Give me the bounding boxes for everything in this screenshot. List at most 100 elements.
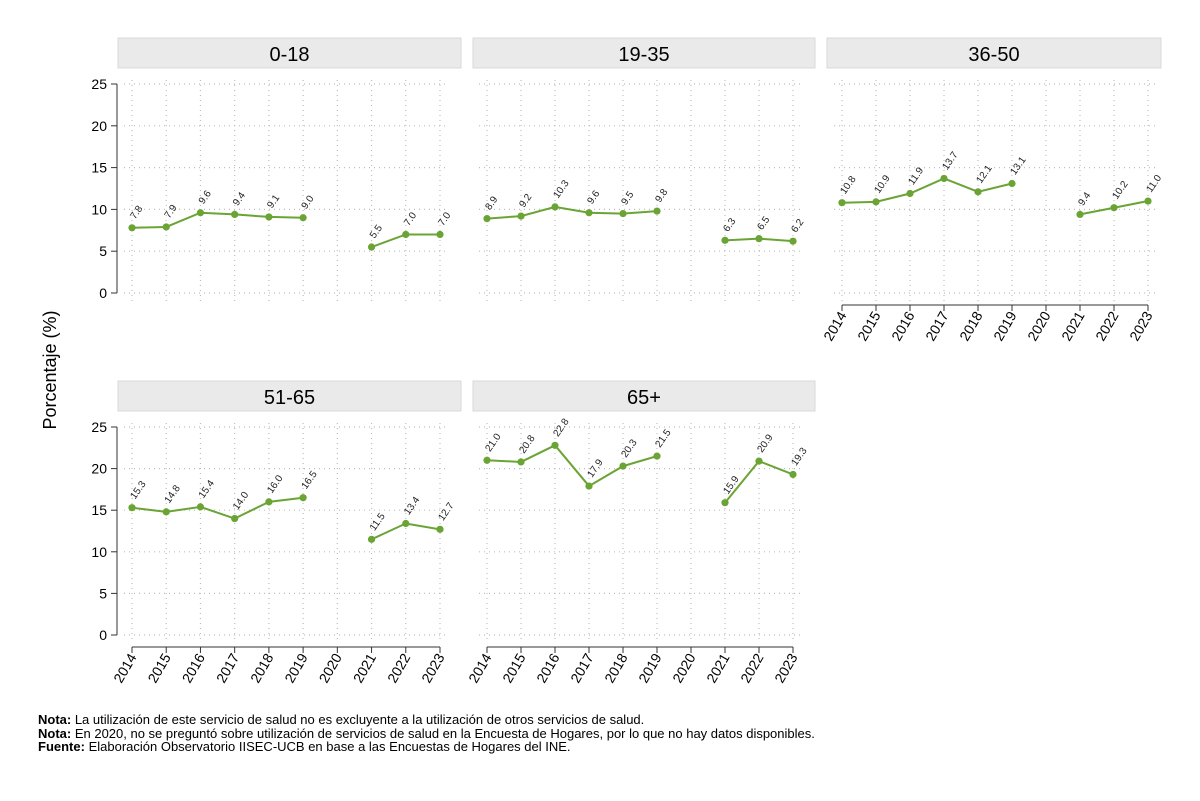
data-point [265,498,273,506]
data-label: 11.0 [1144,173,1164,195]
data-label: 5.5 [368,223,385,241]
series-line [486,444,658,488]
data-point [436,525,444,533]
data-point [1144,197,1152,205]
panel-header [117,37,462,69]
panel-65+: 65+2014 2015 2016 2017 2018 2019 2020 2021 2022 2… [465,380,816,685]
panel-0-18: 0-18 0 5 10 15 20 25 7.8 7.9 9.6 9.4 9.1 9.0 5.5 7.0 7.… [91,37,462,301]
x-tick-label: 2022 [1092,308,1122,343]
x-tick-label: 2014 [820,308,850,343]
series-line [131,496,304,520]
series-line [841,177,1013,204]
data-point [940,174,948,183]
data-label: 20.3 [619,437,639,460]
footnote-label: Nota: [38,712,72,727]
data-label: 20.9 [755,432,775,455]
x-tick-label: 2014 [110,650,140,685]
y-tick-label: 0 [99,627,107,643]
data-label: 20.8 [517,433,537,456]
series-line [486,205,658,220]
y-tick-label: 10 [91,201,107,217]
x-tick-label: 2017 [213,650,243,685]
data-point [367,535,376,543]
data-point [838,199,846,207]
y-tick-label: 25 [91,419,107,435]
data-label: 13.7 [940,150,960,173]
data-label: 7.8 [128,203,145,221]
data-point [299,494,307,502]
data-label: 17.9 [585,457,605,480]
x-tick-label: 2016 [533,650,563,685]
x-tick-label: 2022 [384,650,414,685]
data-point [128,224,136,232]
data-point [1008,179,1016,188]
data-point [551,441,559,449]
data-label: 9.0 [300,193,317,211]
data-point [585,209,593,217]
data-point [517,458,525,466]
data-label: 7.0 [402,210,419,228]
x-tick-label: 2020 [315,650,345,685]
panel-title: 51-65 [264,387,315,409]
footnotes: Nota: La utilización de este servicio de… [38,713,815,754]
footnote-text: La utilización de este servicio de salud… [71,712,645,727]
data-point [483,456,491,464]
data-point [619,462,627,470]
data-point [551,203,559,211]
data-point [755,235,763,243]
data-label: 9.4 [1076,190,1093,208]
grid [479,423,801,643]
panel-title: 19-35 [618,44,669,66]
data-point [789,470,797,479]
data-point [755,457,763,465]
data-label: 10.3 [551,178,571,201]
x-tick-label: 2018 [601,650,631,685]
data-label: 9.5 [619,189,636,207]
panel-header [472,37,816,69]
data-point [974,188,982,196]
data-label: 21.0 [483,431,503,454]
grid [124,423,448,643]
data-point [721,499,729,507]
series-line [131,211,304,229]
x-tick-label: 2016 [888,308,918,343]
data-label: 6.5 [755,214,772,232]
panel-title: 0-18 [269,44,309,66]
data-point [367,243,376,251]
x-tick-label: 2022 [737,650,767,685]
data-label: 14.8 [163,483,183,506]
data-point [483,214,491,223]
data-label: 10.8 [838,174,858,197]
x-tick-label: 2023 [771,650,801,685]
data-point [231,210,239,219]
footnote-label: Nota: [38,725,72,741]
footnote-label: Fuente: [38,739,85,754]
data-point [585,482,593,490]
y-tick-label: 15 [91,502,107,518]
y-tick-label: 0 [99,285,107,301]
x-tick-label: 2021 [703,650,733,685]
data-point [402,519,410,528]
y-tick-label: 20 [91,118,107,134]
y-tick-label: 5 [99,585,107,601]
x-tick-label: 2015 [499,650,529,685]
x-tick-label: 2020 [669,650,699,685]
y-tick-label: 10 [91,544,107,560]
panel-19-35: 19-35 8.9 9.2 10.3 9.6 9.5 9.8 6.3 6.5 6.2 [472,37,816,301]
panel-header [472,380,816,412]
data-point [789,237,797,245]
data-label: 11.5 [368,511,388,533]
x-tick-label: 2015 [854,308,884,343]
data-label: 11.9 [906,165,926,187]
data-point [872,198,880,206]
data-point [1076,210,1084,219]
x-tick-label: 2019 [635,650,665,685]
data-point [653,452,661,460]
y-tick-label: 25 [91,76,107,92]
data-label: 9.2 [517,192,534,210]
data-point [128,504,136,512]
footnote-source: Fuente: Elaboración Observatorio IISEC-U… [38,740,815,754]
data-point [402,230,410,239]
